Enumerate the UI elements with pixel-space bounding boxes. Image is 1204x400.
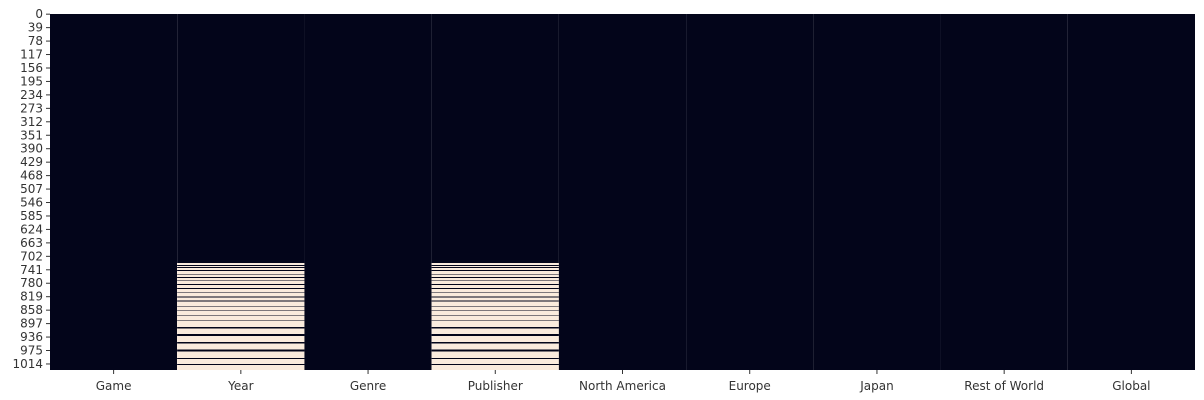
missing-band-year (177, 265, 305, 268)
x-tick-label-publisher: Publisher (468, 379, 523, 393)
x-tick-label-genre: Genre (350, 379, 386, 393)
y-tick-label: 351 (20, 128, 43, 142)
x-tick-label-rest-of-world: Rest of World (964, 379, 1044, 393)
missing-band-publisher (431, 306, 559, 311)
missing-band-publisher (431, 293, 559, 297)
y-tick-label: 39 (28, 21, 43, 35)
missing-band-publisher (431, 288, 559, 293)
missing-band-year (177, 288, 305, 293)
heatmap-column-rest-of-world (940, 14, 1068, 370)
x-tick-label-game: Game (96, 379, 132, 393)
y-tick-label: 273 (20, 101, 43, 115)
missing-band-publisher (431, 277, 559, 280)
y-tick-label: 975 (20, 344, 43, 358)
y-tick-label: 195 (20, 74, 43, 88)
heatmap-column-publisher (431, 14, 559, 370)
missing-band-publisher (431, 321, 559, 327)
missing-band-year (177, 306, 305, 311)
missing-band-publisher (431, 365, 559, 370)
y-tick-label: 624 (20, 222, 43, 236)
missing-band-year (177, 321, 305, 327)
y-tick-label: 78 (28, 34, 43, 48)
y-tick-label: 507 (20, 182, 43, 196)
missing-band-year (177, 270, 305, 274)
y-tick-label: 468 (20, 169, 43, 183)
missing-band-publisher (431, 328, 559, 335)
missing-band-year (177, 365, 305, 370)
missing-band-year (177, 263, 305, 265)
heatmap-cells (50, 14, 1195, 370)
y-tick-label: 0 (35, 7, 43, 21)
y-tick-label: 1014 (12, 357, 43, 371)
missing-band-publisher (431, 265, 559, 268)
y-tick-label: 117 (20, 48, 43, 62)
y-tick-label: 390 (20, 142, 43, 156)
heatmap-column-game (50, 14, 178, 370)
x-tick-label-year: Year (227, 379, 253, 393)
missing-band-publisher (431, 270, 559, 274)
y-tick-label: 780 (20, 276, 43, 290)
missing-band-publisher (431, 263, 559, 265)
missing-band-year (177, 267, 305, 270)
x-tick-label-north-america: North America (579, 379, 666, 393)
missing-band-year (177, 280, 305, 285)
missing-band-publisher (431, 285, 559, 289)
missing-band-year (177, 311, 305, 315)
x-tick-label-japan: Japan (859, 379, 893, 393)
missing-band-publisher (431, 280, 559, 285)
y-tick-label: 741 (20, 263, 43, 277)
missing-band-year (177, 343, 305, 350)
missing-band-publisher (431, 343, 559, 350)
missing-band-publisher (431, 267, 559, 270)
y-tick-label: 858 (20, 303, 43, 317)
y-tick-label: 663 (20, 236, 43, 250)
missing-band-year (177, 315, 305, 321)
missing-band-publisher (431, 301, 559, 306)
missing-band-publisher (431, 297, 559, 301)
heatmap-column-north-america (558, 14, 687, 370)
y-tick-label: 702 (20, 249, 43, 263)
missing-band-publisher (431, 315, 559, 321)
missing-band-publisher (431, 358, 559, 365)
y-tick-label: 897 (20, 317, 43, 331)
missing-band-publisher (431, 274, 559, 278)
missing-band-year (177, 335, 305, 343)
y-tick-label: 429 (20, 155, 43, 169)
missing-band-year (177, 293, 305, 297)
missing-band-year (177, 285, 305, 289)
missing-band-year (177, 274, 305, 278)
missing-band-publisher (431, 351, 559, 358)
missing-band-publisher (431, 311, 559, 315)
x-axis: Game Year Genre Publisher North America Europ… (96, 370, 1151, 393)
missing-band-year (177, 297, 305, 301)
y-tick-label: 819 (20, 290, 43, 304)
heatmap-column-year (177, 14, 305, 370)
heatmap-column-global (1067, 14, 1195, 370)
missing-band-year (177, 301, 305, 306)
y-tick-label: 546 (20, 196, 43, 210)
y-tick-label: 156 (20, 61, 43, 75)
y-axis: 0397811715619523427331235139042946850754… (12, 7, 50, 371)
missing-band-year (177, 277, 305, 280)
missing-band-year (177, 328, 305, 335)
missing-band-publisher (431, 335, 559, 343)
y-tick-label: 936 (20, 330, 43, 344)
heatmap-column-japan (813, 14, 941, 370)
x-tick-label-global: Global (1112, 379, 1150, 393)
y-tick-label: 312 (20, 115, 43, 129)
heatmap-column-genre (304, 14, 432, 370)
y-tick-label: 234 (20, 88, 43, 102)
y-tick-label: 585 (20, 209, 43, 223)
missing-band-year (177, 358, 305, 365)
heatmap-column-europe (686, 14, 814, 370)
x-tick-label-europe: Europe (729, 379, 771, 393)
missing-band-year (177, 351, 305, 358)
